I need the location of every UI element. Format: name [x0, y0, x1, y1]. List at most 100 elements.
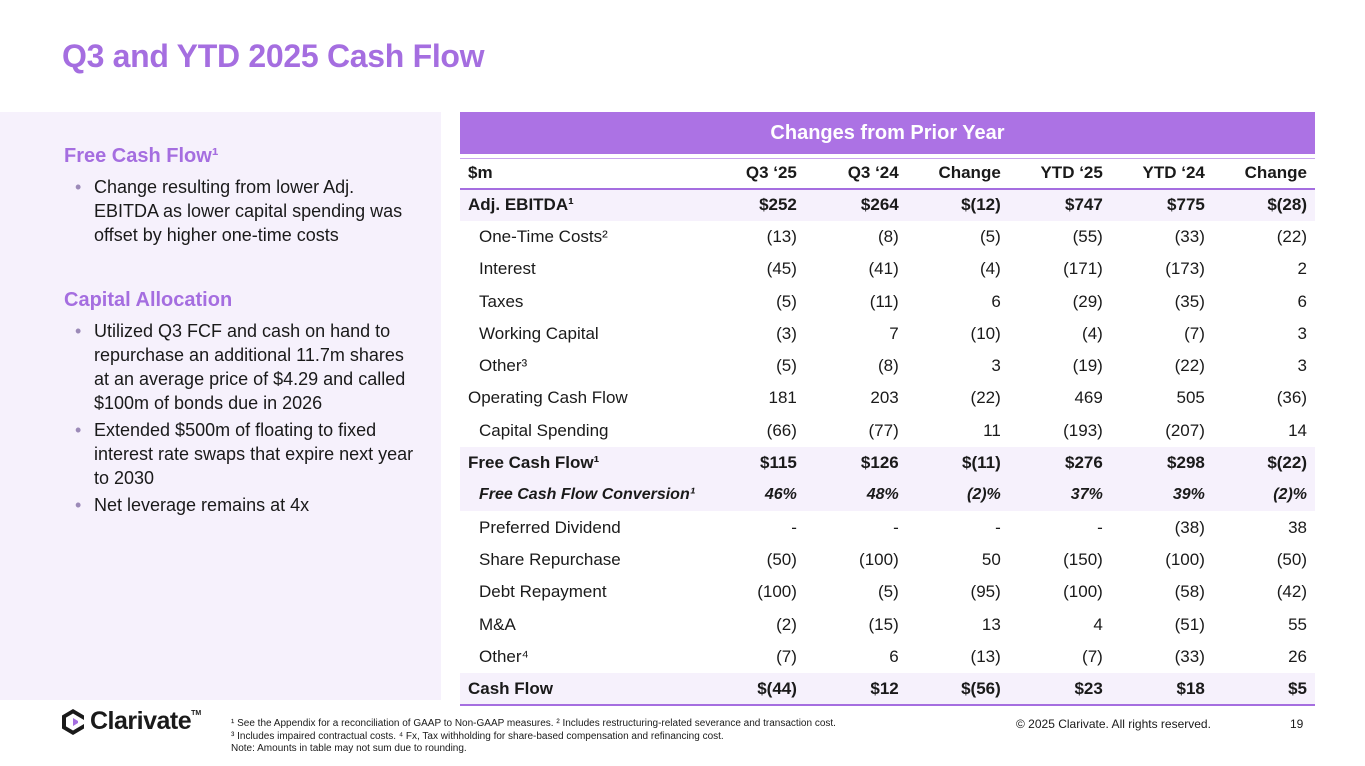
table-band-header: Changes from Prior Year — [460, 112, 1315, 154]
table-row: Free Cash Flow¹ $115 $126 $(11) $276 $29… — [460, 446, 1315, 480]
column-header: YTD ‘25 — [1040, 163, 1103, 183]
row-label: Free Cash Flow Conversion¹ — [460, 479, 704, 512]
table-cell: (42) — [1276, 582, 1307, 602]
table-cell: (2) — [776, 614, 797, 634]
table-cell: (11) — [869, 291, 899, 311]
table-cell: (2)% — [906, 479, 1009, 512]
table-row: Operating Cash Flow 181 203 (22) 469 505… — [460, 382, 1315, 414]
table-cell: 6 — [889, 646, 899, 666]
fcf-bullet-list: • Change resulting from lower Adj. EBITDA… — [75, 175, 420, 250]
capital-allocation-bullet-list: • Utilized Q3 FCF and cash on hand to rep… — [75, 319, 420, 520]
fcf-bullet: • Change resulting from lower Adj. EBITDA… — [75, 177, 403, 245]
table-cell: $252 — [703, 188, 805, 221]
table-cell: (7) — [1082, 646, 1103, 666]
page-number: 19 — [1290, 717, 1304, 731]
table-cell: - — [893, 517, 899, 537]
table-row: Preferred Dividend - - - - (38) 38 — [460, 511, 1315, 543]
row-label: Cash Flow — [460, 672, 704, 706]
table-cell: 505 — [1176, 388, 1205, 408]
row-label: Other³ — [479, 356, 528, 376]
table-row: Other⁴ (7) 6 (13) (7) (33) 26 — [460, 641, 1315, 673]
table-cell: $5 — [1212, 672, 1315, 706]
table-cell: (7) — [776, 646, 797, 666]
table-cell: (4) — [1082, 323, 1103, 343]
table-cell: 50 — [981, 549, 1001, 569]
table-cell: 39% — [1110, 479, 1213, 512]
table-cell: (5) — [776, 356, 797, 376]
table-cell: (38) — [1174, 517, 1205, 537]
clarivate-logo-icon — [62, 708, 84, 735]
table-row: Taxes (5) (11) 6 (29) (35) 6 — [460, 285, 1315, 317]
table-row: Capital Spending (66) (77) 11 (193) (207… — [460, 415, 1315, 447]
trademark: TM — [191, 710, 202, 717]
table-row: One-Time Costs² (13) (8) (5) (55) (33) (… — [460, 221, 1315, 253]
table-cell: 3 — [1297, 356, 1307, 376]
table-cell: 7 — [889, 323, 899, 343]
table-cell: 37% — [1008, 479, 1111, 512]
table-cell: $775 — [1110, 188, 1213, 221]
table-cell: $115 — [703, 446, 805, 480]
table-cell: $(12) — [906, 188, 1009, 221]
table-cell: (22) — [970, 388, 1001, 408]
row-label: Debt Repayment — [479, 582, 607, 602]
table-cell: (3) — [776, 323, 797, 343]
table-cell: $23 — [1008, 672, 1111, 706]
table-cell: 3 — [1297, 323, 1307, 343]
table-cell: (19) — [1072, 356, 1103, 376]
table-cell: (22) — [1174, 356, 1205, 376]
table-row: Cash Flow $(44) $12 $(56) $23 $18 $5 — [460, 672, 1315, 706]
table-cell: $(56) — [906, 672, 1009, 706]
footnote-line: ¹ See the Appendix for a reconciliation … — [231, 718, 836, 729]
cash-flow-table: $m Q3 ‘25 Q3 ‘24 Change YTD ‘25 YTD ‘24 … — [460, 158, 1315, 706]
table-cell: (8) — [877, 226, 899, 246]
table-cell: (100) — [1165, 549, 1205, 569]
row-label: Share Repurchase — [479, 549, 621, 569]
bullet-icon: • — [75, 321, 82, 341]
table-row: Debt Repayment (100) (5) (95) (100) (58)… — [460, 576, 1315, 608]
table-cell: $(22) — [1212, 446, 1315, 480]
table-cell: (41) — [868, 259, 899, 279]
table-cell: (4) — [980, 259, 1001, 279]
table-cell: (207) — [1165, 420, 1205, 440]
table-cell: 38 — [1288, 517, 1307, 537]
table-row: Share Repurchase (50) (100) 50 (150) (10… — [460, 544, 1315, 576]
table-cell: (10) — [970, 323, 1001, 343]
table-cell: $12 — [804, 672, 907, 706]
cash-flow-table-section: Changes from Prior Year $m Q3 ‘25 Q3 ‘24… — [460, 112, 1315, 706]
footnote-line: ³ Includes impaired contractual costs. ⁴… — [231, 730, 724, 742]
table-cell: - — [1097, 517, 1103, 537]
row-label: Adj. EBITDA¹ — [460, 188, 704, 221]
table-cell: (150) — [1063, 549, 1103, 569]
table-cell: (33) — [1174, 226, 1205, 246]
bullet-icon: • — [75, 177, 82, 197]
table-cell: (5) — [776, 291, 797, 311]
table-cell: 181 — [768, 388, 797, 408]
table-cell: 55 — [1288, 614, 1307, 634]
table-cell: (193) — [1063, 420, 1103, 440]
table-cell: (95) — [970, 582, 1001, 602]
bullet-icon: • — [75, 495, 82, 515]
column-header: Q3 ‘24 — [847, 163, 899, 183]
table-cell: - — [791, 517, 797, 537]
footnote-line: Note: Amounts in table may not sum due t… — [231, 743, 467, 754]
table-cell: 4 — [1093, 614, 1103, 634]
table-row: Working Capital (3) 7 (10) (4) (7) 3 — [460, 318, 1315, 350]
table-cell: 2 — [1297, 259, 1307, 279]
table-cell: 26 — [1288, 646, 1307, 666]
table-cell: (50) — [1276, 549, 1307, 569]
table-cell: 6 — [991, 291, 1001, 311]
table-cell: (15) — [868, 614, 899, 634]
table-cell: (171) — [1063, 259, 1103, 279]
row-label: Free Cash Flow¹ — [460, 446, 704, 480]
clarivate-logo: Clarivate TM — [62, 707, 201, 736]
table-cell: 46% — [703, 479, 805, 512]
capital-allocation-heading: Capital Allocation — [64, 289, 233, 311]
table-cell: (5) — [877, 582, 899, 602]
table-cell: $747 — [1008, 188, 1111, 221]
table-cell: $126 — [804, 446, 907, 480]
table-cell: (66) — [766, 420, 797, 440]
table-cell: (50) — [766, 549, 797, 569]
column-header: $m — [468, 163, 493, 183]
table-cell: (58) — [1174, 582, 1205, 602]
row-label: Capital Spending — [479, 420, 609, 440]
